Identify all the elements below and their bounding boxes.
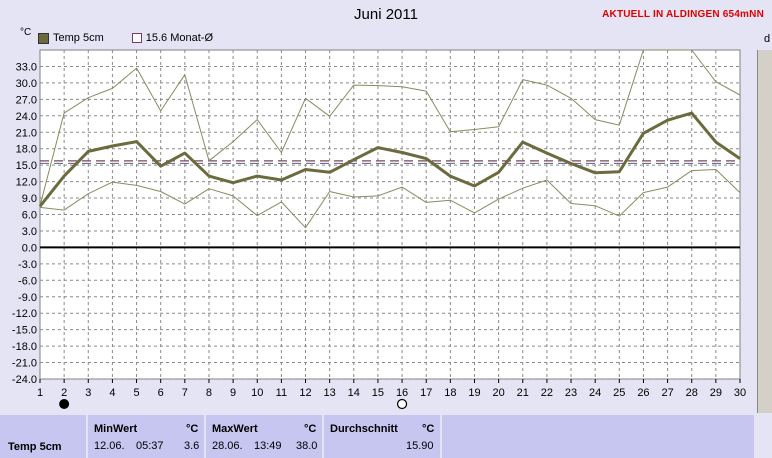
y-tick-label: -15.0 (12, 325, 37, 337)
y-tick-label: -6.0 (18, 275, 37, 287)
x-tick-label: 5 (133, 387, 139, 399)
y-tick-label: -12.0 (12, 308, 37, 320)
stats-label-cell: Temp 5cm (0, 415, 86, 458)
x-tick-label: 28 (686, 387, 698, 399)
x-tick-label: 21 (517, 387, 529, 399)
stats-row-label: Temp 5cm (8, 441, 62, 453)
stats-avg-cell: Durchschnitt °C 15.90 (324, 415, 440, 458)
min-unit: °C (186, 423, 199, 435)
chart: 33.030.027.024.021.018.015.012.09.06.03.… (12, 49, 746, 410)
x-tick-label: 2 (61, 387, 67, 399)
y-tick-label: -24.0 (12, 374, 37, 386)
y-tick-label: -18.0 (12, 341, 37, 353)
min-time: 05:37 (136, 440, 164, 452)
x-tick-label: 19 (468, 387, 480, 399)
x-tick-label: 17 (420, 387, 432, 399)
y-tick-label: 0.0 (22, 242, 37, 254)
x-tick-label: 24 (589, 387, 601, 399)
series-line-max (39, 49, 741, 206)
y-tick-label: 9.0 (22, 193, 37, 205)
full-moon-icon (396, 398, 408, 410)
legend-item-avg[interactable]: 15.6 Monat-Ø (131, 32, 214, 44)
x-tick-label: 14 (348, 387, 360, 399)
x-tick-label: 12 (299, 387, 311, 399)
y-tick-label: 24.0 (16, 111, 37, 123)
avg-header: Durchschnitt (330, 423, 398, 435)
x-tick-label: 30 (734, 387, 746, 399)
x-tick-label: 27 (661, 387, 673, 399)
x-tick-label: 25 (613, 387, 625, 399)
legend-label-avg: 15.6 Monat-Ø (145, 32, 214, 44)
legend-item-temp[interactable]: Temp 5cm (38, 32, 104, 44)
series-line-temp-5cm (38, 111, 741, 208)
min-header: MinWert (94, 423, 138, 435)
y-tick-label: -9.0 (18, 292, 37, 304)
location-label: AKTUELL IN ALDINGEN 654mNN (602, 9, 764, 20)
y-tick-label: 30.0 (16, 78, 37, 90)
y-tick-label: -3.0 (18, 259, 37, 271)
right-axis-unit: d (764, 33, 771, 45)
y-tick-label: 15.0 (16, 160, 37, 172)
x-tick-label: 8 (206, 387, 212, 399)
legend: Temp 5cm 15.6 Monat-Ø (38, 32, 241, 44)
max-value: 38.0 (296, 440, 318, 452)
x-tick-label: 10 (251, 387, 263, 399)
x-tick-label: 15 (372, 387, 384, 399)
series-line-min (39, 169, 741, 229)
grid (40, 50, 740, 380)
y-tick-label: -21.0 (12, 358, 37, 370)
x-tick-label: 23 (565, 387, 577, 399)
chart-title: Juni 2011 (354, 6, 418, 23)
series-lines (38, 49, 741, 229)
max-time: 13:49 (254, 440, 282, 452)
x-tick-label: 20 (492, 387, 504, 399)
avg-value: 15.90 (406, 440, 434, 452)
x-tick-label: 4 (109, 387, 115, 399)
y-tick-label: 33.0 (16, 61, 37, 73)
y-tick-label: 12.0 (16, 177, 37, 189)
y-axis-unit: °C (20, 27, 32, 38)
max-header: MaxWert (212, 423, 258, 435)
avg-unit: °C (422, 423, 435, 435)
new-moon-icon (59, 399, 70, 409)
min-value: 3.6 (184, 440, 200, 452)
y-tick-labels: 33.0 30.0 27.0 24.0 21.0 18.0 15.0 12.0 9.0 6.0 3.… (12, 61, 37, 386)
legend-swatch-temp (38, 32, 49, 44)
x-tick-label: 6 (158, 387, 164, 399)
stats-min-cell: MinWert °C 12.06. 05:37 3.6 (88, 415, 204, 458)
min-date: 12.06. (94, 440, 125, 452)
legend-label-temp: Temp 5cm (53, 32, 104, 44)
y-tick-label: 27.0 (16, 94, 37, 106)
x-tick-labels: 1 2 3 4 5 6 7 8 9 10 11 12 13 14 15 16 17 18 19 20 21 22 23 24 2… (37, 379, 746, 399)
x-tick-label: 22 (541, 387, 553, 399)
x-tick-label: 11 (276, 387, 287, 399)
x-tick-label: 26 (637, 387, 649, 399)
x-tick-label: 29 (710, 387, 722, 399)
x-tick-label: 9 (230, 387, 236, 399)
right-scrollbar[interactable] (757, 50, 772, 416)
legend-swatch-avg (131, 33, 142, 43)
stats-panel: Temp 5cm MinWert °C 12.06. 05:37 3.6 Max… (0, 413, 772, 458)
stats-empty-cell (442, 415, 754, 458)
x-tick-label: 1 (37, 387, 43, 399)
x-tick-label: 13 (324, 387, 336, 399)
y-tick-label: 21.0 (16, 127, 37, 139)
max-unit: °C (304, 423, 317, 435)
y-tick-label: 6.0 (22, 210, 37, 222)
y-tick-label: 3.0 (22, 226, 37, 238)
x-tick-label: 3 (85, 387, 91, 399)
x-tick-label: 16 (396, 387, 408, 399)
x-tick-label: 18 (444, 387, 456, 399)
max-date: 28.06. (212, 440, 243, 452)
y-tick-label: 18.0 (16, 144, 37, 156)
stats-max-cell: MaxWert °C 28.06. 13:49 38.0 (206, 415, 322, 458)
moon-markers (59, 398, 408, 410)
x-tick-label: 7 (182, 387, 188, 399)
